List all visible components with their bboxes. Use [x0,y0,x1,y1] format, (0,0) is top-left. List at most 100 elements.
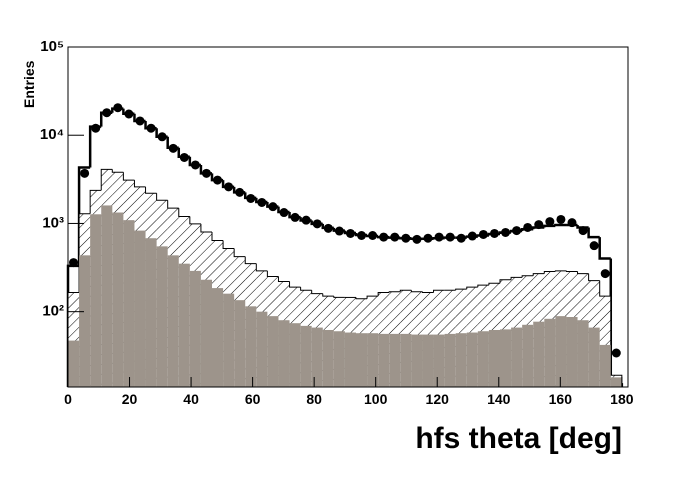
x-tick-label: 140 [487,391,511,407]
hatched-step [532,273,545,276]
data-point [611,348,621,358]
data-point [445,232,455,242]
data-point [357,231,367,241]
x-tick-label: 40 [183,391,199,407]
hatched-step [100,168,113,191]
filled-bar [90,214,102,387]
filled-bar [311,327,323,387]
filled-bar [278,320,290,387]
hatched-step [89,189,102,214]
filled-bar [555,316,567,387]
hatched-step [388,291,401,293]
data-point [213,175,223,185]
data-point [323,223,333,233]
hatched-step [477,284,489,288]
hatched-step [211,231,224,242]
x-tick-label: 60 [245,391,261,407]
hatched-step [233,248,246,258]
hatched-step [521,275,534,278]
data-point [312,219,322,229]
hatched-step [300,287,312,291]
filled-bar [189,270,201,387]
hatched-step [488,282,500,286]
hatched-step [200,223,212,233]
hatched-step [244,256,257,265]
filled-bar [455,333,467,387]
total-step [554,223,567,227]
frame [67,46,629,388]
filled-bar [289,323,301,387]
filled-bar [533,321,545,387]
hatched-step [377,291,390,297]
hatched-step [78,213,91,293]
hatched-step [366,295,379,299]
filled-bar [511,327,523,387]
data-point [534,220,544,230]
filled-bar [333,331,345,387]
data-point [179,152,189,162]
data-point [290,212,300,222]
hatched-step [410,290,423,293]
hatched-step [322,293,334,297]
data-point [102,108,112,118]
data-point [467,231,477,241]
filled-bar [167,255,179,387]
x-tick-label: 180 [610,391,634,407]
data-point [345,228,355,238]
data-point [124,109,134,119]
hatched-step [599,280,611,297]
x-tick-label: 20 [122,391,138,407]
filled-bar [488,329,500,387]
data-point [368,231,378,241]
hatched-step [455,288,467,291]
data-point [257,197,267,207]
filled-bar [68,340,80,387]
filled-bar [367,333,379,387]
hatched-step [421,291,434,293]
hatched-step [277,276,290,282]
total-step [543,224,556,228]
data-point [224,182,234,192]
y-tick-label: 10⁴ [40,126,64,143]
data-point [512,226,522,236]
data-point [301,215,311,225]
filled-bar [223,293,235,387]
data-point [489,228,499,238]
filled-bar [267,316,279,387]
hatched-step [466,286,478,290]
data-point [168,143,178,153]
plot-area [66,103,624,387]
filled-bar [256,311,268,387]
data-point [567,218,577,228]
filled-bar [610,377,622,387]
hatched-step [565,270,578,273]
y-tick-label: 10³ [42,214,64,231]
data-point [434,232,444,242]
filled-bar [599,344,611,387]
filled-bar [344,332,356,387]
x-tick-label: 100 [364,391,388,407]
filled-bar [477,331,489,387]
filled-bar [356,333,368,387]
total-step [598,237,611,260]
data-point [456,233,466,243]
data-point [201,168,211,178]
data-point [478,229,488,239]
filled-bar [112,212,124,387]
data-point [401,233,411,243]
data-point [113,103,123,113]
data-point [412,234,422,244]
hatched-step [145,186,157,194]
data-point [235,187,245,197]
data-point [390,232,400,242]
data-point [69,258,79,268]
hatched-step [543,271,556,274]
hatched-step [554,270,567,272]
data-point [146,123,156,133]
hatched-step [122,172,135,181]
hatched-step [499,279,512,284]
total-step [587,227,600,239]
hatched-step [178,208,190,217]
